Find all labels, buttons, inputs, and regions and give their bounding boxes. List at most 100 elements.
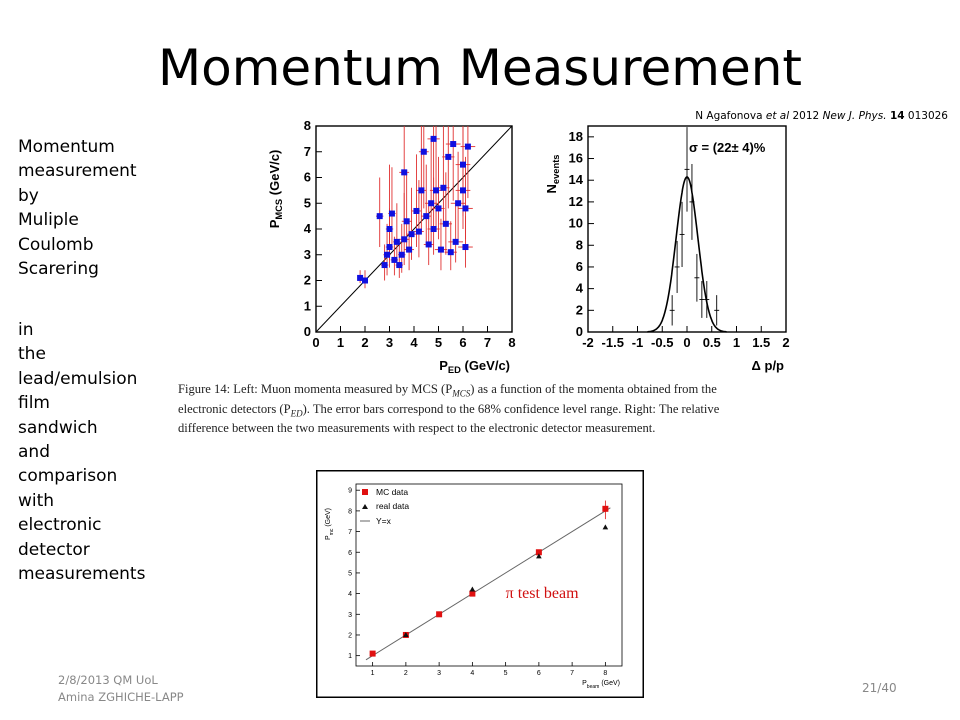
x-tick-label: 4 xyxy=(470,670,474,677)
y-tick-label: 1 xyxy=(348,653,352,660)
legend-mc-marker xyxy=(362,489,368,495)
reference-line xyxy=(315,125,513,333)
data-point xyxy=(376,213,383,220)
side-line: comparison xyxy=(18,466,118,487)
mc-data-point xyxy=(535,549,542,556)
y-tick-label: 12 xyxy=(569,194,583,209)
side-text-block-1: Momentum measurement by Muliple Coulomb … xyxy=(18,135,137,281)
delta-p-histogram-chart: -2 -1.5 -1 -0.5 0 0.5 1 1.5 2 0 2 4 6 8 10 12 14 16 18 σ = … xyxy=(544,125,790,373)
y-tick-label: 0 xyxy=(576,324,583,339)
side-line: Muliple xyxy=(18,210,79,231)
legend-real-marker xyxy=(362,504,368,509)
side-line: Coulomb xyxy=(18,234,94,255)
page-number: 21/40 xyxy=(862,681,897,695)
data-point xyxy=(408,231,415,238)
sigma-annotation: σ = (22± 4)% xyxy=(689,140,766,155)
pion-test-beam-chart: 1 2 3 4 5 6 7 8 1 2 3 4 5 6 7 8 9 MC data real data Y=x π te… xyxy=(316,470,644,698)
y-tick-label: 0 xyxy=(304,324,311,339)
mc-data-point xyxy=(469,590,476,597)
x-tick-label: 1.5 xyxy=(752,335,770,350)
x-tick-label: 0 xyxy=(312,335,319,350)
data-point xyxy=(388,210,395,217)
side-line: measurement xyxy=(18,161,137,182)
y-tick-label: 7 xyxy=(348,529,352,536)
data-point xyxy=(452,238,459,245)
side-line: sandwich xyxy=(18,417,98,438)
side-line: electronic xyxy=(18,515,102,536)
caption-line: difference between the two measurements … xyxy=(178,421,656,436)
data-point xyxy=(381,262,388,269)
ref-volume: 14 xyxy=(889,110,905,122)
x-axis-label: PED (GeV/c) xyxy=(439,358,510,375)
y-tick-label: 6 xyxy=(348,550,352,557)
data-point xyxy=(450,141,457,148)
data-point xyxy=(398,251,405,258)
y-tick-label: 2 xyxy=(304,273,311,288)
side-line: detector xyxy=(18,539,90,560)
data-point xyxy=(428,200,435,207)
x-tick-label: 8 xyxy=(603,670,607,677)
real-data-point xyxy=(602,524,609,530)
x-tick-label: -1.5 xyxy=(602,335,624,350)
y-tick-label: 8 xyxy=(304,118,311,133)
data-point xyxy=(403,218,410,225)
ref-journal: New J. Phys. xyxy=(822,110,887,122)
data-point xyxy=(423,213,430,220)
ref-etal: et al xyxy=(765,110,790,122)
x-tick-label: 2 xyxy=(782,335,789,350)
x-tick-label: 2 xyxy=(404,670,408,677)
caption-line: Figure 14: Left: Muon momenta measured b… xyxy=(178,382,717,399)
side-line: and xyxy=(18,442,50,463)
y-tick-label: 5 xyxy=(348,570,352,577)
y-axis-label: PMCS (GeV/c) xyxy=(267,150,284,229)
data-point xyxy=(437,246,444,253)
mcs-vs-ed-scatter-chart: 0 1 2 3 4 5 6 7 8 0 1 2 3 4 5 6 7 8 PED (GeV/c) PMCS (GeV/c… xyxy=(267,118,516,375)
x-tick-label: 1 xyxy=(371,670,375,677)
data-point xyxy=(430,226,437,232)
data-point xyxy=(420,148,427,155)
y-tick-label: 4 xyxy=(576,281,584,296)
y-tick-label: 5 xyxy=(304,195,311,210)
x-tick-label: 1 xyxy=(733,335,740,350)
x-tick-label: 3 xyxy=(386,335,393,350)
real-data-point xyxy=(536,553,542,559)
data-point xyxy=(455,200,462,207)
x-tick-label: 7 xyxy=(484,335,491,350)
data-point xyxy=(413,207,420,214)
figure-frame xyxy=(316,470,644,698)
y-tick-label: 6 xyxy=(576,259,583,274)
y-tick-label: 8 xyxy=(348,508,352,515)
data-point xyxy=(460,187,466,194)
data-point xyxy=(425,241,432,248)
data-point xyxy=(442,220,449,227)
data-point xyxy=(415,228,422,235)
caption-line: electronic detectors (PED). The error ba… xyxy=(178,401,720,419)
x-tick-label: 8 xyxy=(508,335,515,350)
y-tick-label: 8 xyxy=(576,237,583,252)
x-axis-label: Pbeam (GeV) xyxy=(582,680,620,690)
y-tick-label: 10 xyxy=(569,216,583,231)
plot-frame xyxy=(355,483,623,667)
ref-article: 013026 xyxy=(907,110,948,122)
x-axis-label: Δ p/p xyxy=(752,358,785,373)
x-tick-label: 2 xyxy=(361,335,368,350)
legend-mc-label: MC data xyxy=(376,487,408,497)
y-tick-label: 2 xyxy=(576,302,583,317)
x-tick-label: 0 xyxy=(683,335,690,350)
side-line: measurements xyxy=(18,564,146,585)
y-tick-label: 6 xyxy=(304,170,311,185)
y-tick-label: 4 xyxy=(348,591,352,598)
data-point xyxy=(393,238,400,245)
y-tick-label: 1 xyxy=(304,298,311,313)
data-point xyxy=(445,153,452,160)
x-tick-label: 4 xyxy=(410,335,418,350)
y-tick-label: 3 xyxy=(304,247,311,262)
x-tick-label: 0.5 xyxy=(703,335,721,350)
data-point xyxy=(384,251,391,258)
y-tick-label: 14 xyxy=(569,172,584,187)
data-point xyxy=(435,205,442,212)
side-text-block-2: in the lead/emulsion film sandwich and c… xyxy=(18,318,145,586)
data-point xyxy=(386,244,393,251)
data-point xyxy=(401,236,408,243)
data-point xyxy=(357,274,364,281)
